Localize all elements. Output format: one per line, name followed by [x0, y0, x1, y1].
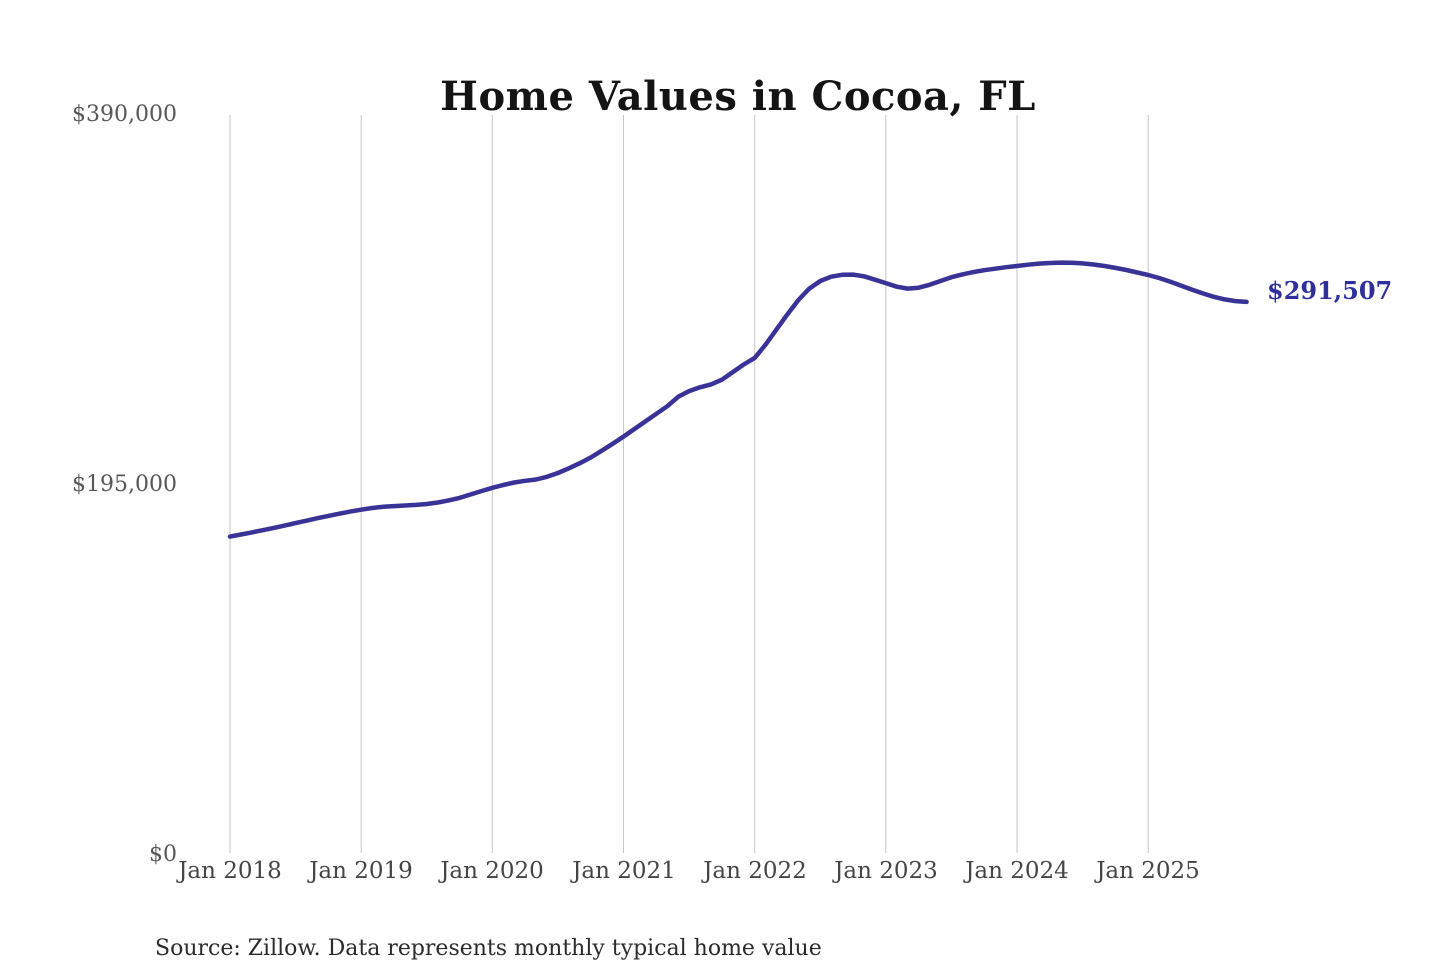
chart-title: Home Values in Cocoa, FL	[440, 72, 1036, 120]
vertical-gridlines	[229, 115, 1149, 853]
x-tick-label: Jan 2018	[178, 858, 282, 884]
x-tick-label: Jan 2021	[572, 858, 676, 884]
x-tick-label: Jan 2024	[965, 858, 1069, 884]
x-tick-label: Jan 2019	[309, 858, 413, 884]
source-note: Source: Zillow. Data represents monthly …	[155, 936, 822, 960]
y-tick-label: $195,000	[72, 472, 177, 497]
x-tick-label: Jan 2023	[834, 858, 938, 884]
latest-value-label: $291,507	[1267, 276, 1393, 305]
y-tick-label: $390,000	[72, 102, 177, 127]
x-tick-label: Jan 2022	[703, 858, 807, 884]
y-tick-label: $0	[149, 842, 177, 867]
x-tick-label: Jan 2020	[440, 858, 544, 884]
x-tick-label: Jan 2025	[1096, 858, 1200, 884]
home-value-line-series	[227, 260, 1249, 539]
